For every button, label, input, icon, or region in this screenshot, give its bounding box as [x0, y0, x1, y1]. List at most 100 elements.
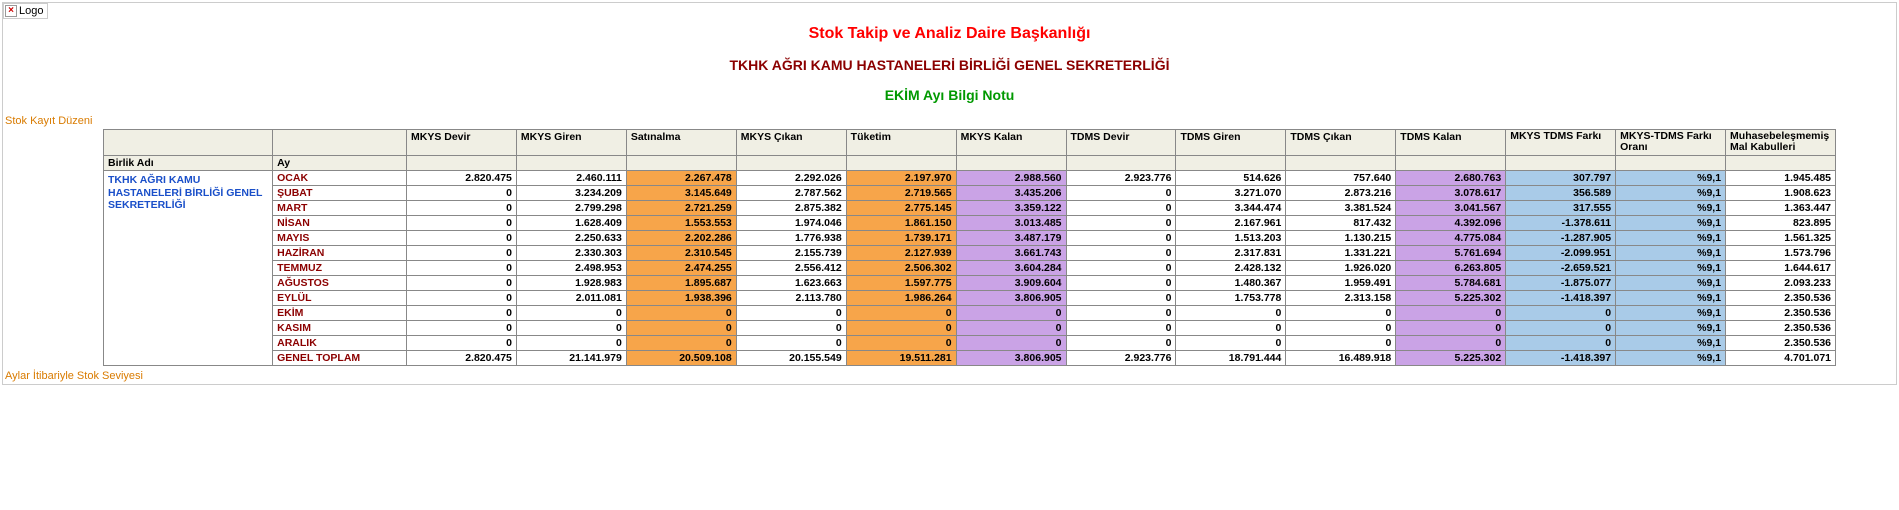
cell-oran: %9,1 [1616, 186, 1726, 201]
cell-muhasebe: 1.573.796 [1726, 246, 1836, 261]
cell-satinalma: 0 [626, 321, 736, 336]
cell-tdms_kalan: 5.225.302 [1396, 351, 1506, 366]
month-cell: EYLÜL [273, 291, 407, 306]
table-row: NİSAN01.628.4091.553.5531.974.0461.861.1… [104, 216, 1836, 231]
col-ay [273, 130, 407, 156]
table-row: MART02.799.2982.721.2592.875.3822.775.14… [104, 201, 1836, 216]
cell-tdms_devir: 2.923.776 [1066, 351, 1176, 366]
cell-tuketim: 2.719.565 [846, 186, 956, 201]
cell-tdms_devir: 0 [1066, 216, 1176, 231]
table-row: MAYIS02.250.6332.202.2861.776.9381.739.1… [104, 231, 1836, 246]
cell-mkys_devir: 0 [406, 261, 516, 276]
cell-muhasebe: 2.350.536 [1726, 306, 1836, 321]
cell-mkys_giren: 2.011.081 [516, 291, 626, 306]
cell-tdms_giren: 2.428.132 [1176, 261, 1286, 276]
cell-fark: 0 [1506, 321, 1616, 336]
cell-oran: %9,1 [1616, 246, 1726, 261]
col-muhasebe: Muhasebeleşmemiş Mal Kabulleri [1726, 130, 1836, 156]
cell-tdms_giren: 18.791.444 [1176, 351, 1286, 366]
cell-tdms_kalan: 0 [1396, 336, 1506, 351]
cell-satinalma: 20.509.108 [626, 351, 736, 366]
cell-mkys_kalan: 3.806.905 [956, 291, 1066, 306]
cell-muhasebe: 2.093.233 [1726, 276, 1836, 291]
cell-fark: 317.555 [1506, 201, 1616, 216]
cell-mkys_giren: 2.330.303 [516, 246, 626, 261]
cell-tdms_giren: 0 [1176, 336, 1286, 351]
col-mkys_devir: MKYS Devir [406, 130, 516, 156]
table-row: EYLÜL02.011.0811.938.3962.113.7801.986.2… [104, 291, 1836, 306]
cell-tdms_cikan: 3.381.524 [1286, 201, 1396, 216]
cell-mkys_devir: 0 [406, 216, 516, 231]
cell-mkys_giren: 1.928.983 [516, 276, 626, 291]
report-page: × Logo Stok Takip ve Analiz Daire Başkan… [2, 2, 1897, 385]
cell-fark: -1.378.611 [1506, 216, 1616, 231]
cell-mkys_cikan: 20.155.549 [736, 351, 846, 366]
cell-tdms_devir: 0 [1066, 231, 1176, 246]
cell-fark: -1.418.397 [1506, 351, 1616, 366]
cell-mkys_devir: 0 [406, 336, 516, 351]
cell-tuketim: 2.775.145 [846, 201, 956, 216]
cell-oran: %9,1 [1616, 306, 1726, 321]
cell-muhasebe: 2.350.536 [1726, 336, 1836, 351]
birlik-name-cell: TKHK AĞRI KAMU HASTANELERİ BİRLİĞİ GENEL… [104, 171, 273, 366]
cell-mkys_kalan: 3.806.905 [956, 351, 1066, 366]
title-org: TKHK AĞRI KAMU HASTANELERİ BİRLİĞİ GENEL… [3, 57, 1896, 73]
sub-header-row: Birlik AdıAy [104, 156, 1836, 171]
cell-muhasebe: 1.644.617 [1726, 261, 1836, 276]
cell-satinalma: 2.310.545 [626, 246, 736, 261]
cell-tuketim: 2.197.970 [846, 171, 956, 186]
col-tdms_cikan: TDMS Çıkan [1286, 130, 1396, 156]
cell-tdms_kalan: 4.392.096 [1396, 216, 1506, 231]
cell-fark: -1.287.905 [1506, 231, 1616, 246]
table-header-row: MKYS DevirMKYS GirenSatınalmaMKYS ÇıkanT… [104, 130, 1836, 156]
cell-mkys_cikan: 2.875.382 [736, 201, 846, 216]
month-cell: EKİM [273, 306, 407, 321]
subhead-ay: Ay [273, 156, 407, 171]
cell-mkys_devir: 0 [406, 246, 516, 261]
table-wrapper: MKYS DevirMKYS GirenSatınalmaMKYS ÇıkanT… [3, 129, 1896, 370]
title-period: EKİM Ayı Bilgi Notu [3, 87, 1896, 103]
cell-mkys_giren: 0 [516, 336, 626, 351]
cell-satinalma: 0 [626, 306, 736, 321]
cell-tdms_cikan: 2.873.216 [1286, 186, 1396, 201]
month-cell: TEMMUZ [273, 261, 407, 276]
month-cell: KASIM [273, 321, 407, 336]
month-cell: MART [273, 201, 407, 216]
cell-fark: -1.875.077 [1506, 276, 1616, 291]
month-cell: ŞUBAT [273, 186, 407, 201]
cell-satinalma: 3.145.649 [626, 186, 736, 201]
month-cell: AĞUSTOS [273, 276, 407, 291]
col-oran: MKYS-TDMS Farkı Oranı [1616, 130, 1726, 156]
cell-mkys_giren: 0 [516, 306, 626, 321]
cell-tdms_cikan: 2.313.158 [1286, 291, 1396, 306]
month-cell: HAZİRAN [273, 246, 407, 261]
cell-tdms_cikan: 0 [1286, 321, 1396, 336]
cell-mkys_devir: 0 [406, 201, 516, 216]
col-tdms_kalan: TDMS Kalan [1396, 130, 1506, 156]
cell-tuketim: 19.511.281 [846, 351, 956, 366]
cell-mkys_devir: 0 [406, 321, 516, 336]
table-row: ŞUBAT03.234.2093.145.6492.787.5622.719.5… [104, 186, 1836, 201]
cell-mkys_cikan: 0 [736, 306, 846, 321]
cell-mkys_kalan: 3.487.179 [956, 231, 1066, 246]
cell-muhasebe: 4.701.071 [1726, 351, 1836, 366]
cell-mkys_cikan: 0 [736, 321, 846, 336]
cell-mkys_devir: 0 [406, 231, 516, 246]
cell-fark: -1.418.397 [1506, 291, 1616, 306]
cell-tuketim: 1.986.264 [846, 291, 956, 306]
cell-tdms_kalan: 5.784.681 [1396, 276, 1506, 291]
cell-tuketim: 2.506.302 [846, 261, 956, 276]
cell-satinalma: 1.553.553 [626, 216, 736, 231]
cell-mkys_kalan: 3.909.604 [956, 276, 1066, 291]
cell-muhasebe: 823.895 [1726, 216, 1836, 231]
cell-satinalma: 2.202.286 [626, 231, 736, 246]
cell-tdms_devir: 0 [1066, 246, 1176, 261]
cell-tdms_kalan: 2.680.763 [1396, 171, 1506, 186]
col-tuketim: Tüketim [846, 130, 956, 156]
cell-fark: 356.589 [1506, 186, 1616, 201]
cell-tdms_kalan: 6.263.805 [1396, 261, 1506, 276]
cell-tdms_devir: 0 [1066, 261, 1176, 276]
table-row: TKHK AĞRI KAMU HASTANELERİ BİRLİĞİ GENEL… [104, 171, 1836, 186]
month-cell: GENEL TOPLAM [273, 351, 407, 366]
cell-tuketim: 0 [846, 336, 956, 351]
